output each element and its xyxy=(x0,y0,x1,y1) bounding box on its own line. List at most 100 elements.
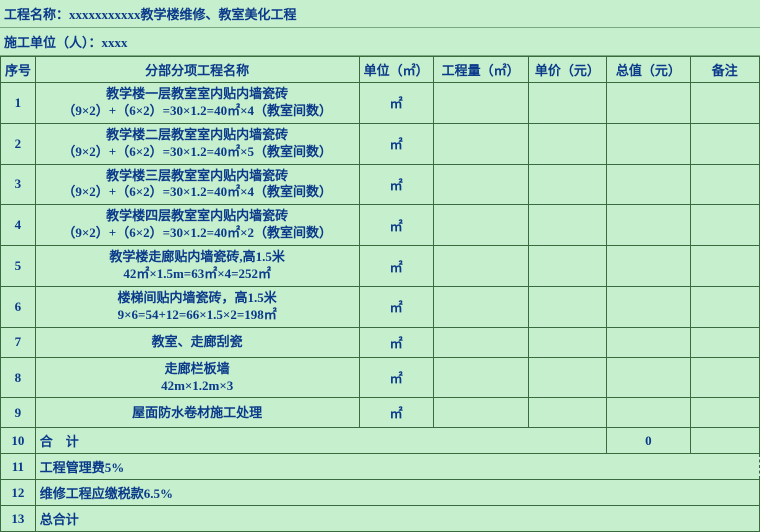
cell-qty xyxy=(433,357,528,398)
cell-idx: 7 xyxy=(1,327,36,357)
cell-unit: ㎡ xyxy=(359,357,433,398)
cell-idx: 1 xyxy=(1,83,36,124)
cell-idx: 6 xyxy=(1,286,36,327)
cell-unit: ㎡ xyxy=(359,83,433,124)
cell-remark xyxy=(690,164,759,205)
cell-remark xyxy=(690,83,759,124)
cell-idx: 8 xyxy=(1,357,36,398)
table-row: 5教学楼走廊贴内墙瓷砖,高1.5米42㎡×1.5m=63㎡×4=252㎡㎡ xyxy=(1,246,760,287)
cell-unit: ㎡ xyxy=(359,123,433,164)
cell-remark xyxy=(690,246,759,287)
cell-qty xyxy=(433,246,528,287)
cell-qty xyxy=(433,327,528,357)
cell-name: 教学楼二层教室室内贴内墙瓷砖（9×2）+（6×2）=30×1.2=40㎡×5（教… xyxy=(35,123,359,164)
col-price: 单价（元） xyxy=(528,57,607,83)
cell-name: 教学楼三层教室室内贴内墙瓷砖（9×2）+（6×2）=30×1.2=40㎡×4（教… xyxy=(35,164,359,205)
table-row: 2教学楼二层教室室内贴内墙瓷砖（9×2）+（6×2）=30×1.2=40㎡×5（… xyxy=(1,123,760,164)
cell-total xyxy=(607,164,690,205)
cell-price xyxy=(528,123,607,164)
cell-label: 工程管理费5% xyxy=(35,454,759,480)
cell-price xyxy=(528,246,607,287)
cell-name: 教室、走廊刮瓷 xyxy=(35,327,359,357)
cell-price xyxy=(528,205,607,246)
col-qty: 工程量（㎡） xyxy=(433,57,528,83)
cell-idx: 5 xyxy=(1,246,36,287)
row-grandtotal: 13 总合计 xyxy=(1,506,760,532)
spreadsheet-sheet: 工程名称：xxxxxxxxxxx教学楼维修、教室美化工程 施工单位（人）：xxx… xyxy=(0,0,760,532)
cell-remark xyxy=(690,205,759,246)
cell-remark xyxy=(690,398,759,428)
cell-price xyxy=(528,164,607,205)
cell-unit: ㎡ xyxy=(359,205,433,246)
org-row: 施工单位（人）：xxxx xyxy=(0,28,760,56)
cell-total xyxy=(607,357,690,398)
table-row: 8走廊栏板墙42m×1.2m×3㎡ xyxy=(1,357,760,398)
cell-idx: 9 xyxy=(1,398,36,428)
table-row: 9屋面防水卷材施工处理㎡ xyxy=(1,398,760,428)
cell-qty xyxy=(433,164,528,205)
cell-label: 合 计 xyxy=(35,428,607,454)
row-mgmt-fee: 11 工程管理费5% xyxy=(1,454,760,480)
budget-table: 序号 分部分项工程名称 单位（㎡） 工程量（㎡） 单价（元） 总值（元） 备注 … xyxy=(0,56,760,532)
cell-name: 教学楼走廊贴内墙瓷砖,高1.5米42㎡×1.5m=63㎡×4=252㎡ xyxy=(35,246,359,287)
cell-total xyxy=(607,83,690,124)
cell-remark xyxy=(690,286,759,327)
cell-unit: ㎡ xyxy=(359,286,433,327)
table-row: 7教室、走廊刮瓷㎡ xyxy=(1,327,760,357)
cell-qty xyxy=(433,205,528,246)
cell-remark xyxy=(690,327,759,357)
cell-price xyxy=(528,327,607,357)
cell-idx: 2 xyxy=(1,123,36,164)
cell-total xyxy=(607,286,690,327)
cell-idx: 11 xyxy=(1,454,36,480)
cell-unit: ㎡ xyxy=(359,327,433,357)
cell-total xyxy=(607,246,690,287)
cell-total xyxy=(607,205,690,246)
cell-qty xyxy=(433,83,528,124)
table-summary: 10 合 计 0 11 工程管理费5% 12 维修工程应缴税款6.5% 13 总… xyxy=(1,428,760,532)
col-total: 总值（元） xyxy=(607,57,690,83)
table-row: 1教学楼一层教室室内贴内墙瓷砖（9×2）+（6×2）=30×1.2=40㎡×4（… xyxy=(1,83,760,124)
cell-name: 教学楼一层教室室内贴内墙瓷砖（9×2）+（6×2）=30×1.2=40㎡×4（教… xyxy=(35,83,359,124)
col-name: 分部分项工程名称 xyxy=(35,57,359,83)
col-remark: 备注 xyxy=(690,57,759,83)
cell-qty xyxy=(433,123,528,164)
cell-price xyxy=(528,286,607,327)
row-subtotal: 10 合 计 0 xyxy=(1,428,760,454)
cell-remark xyxy=(690,428,759,454)
cell-name: 屋面防水卷材施工处理 xyxy=(35,398,359,428)
cell-idx: 4 xyxy=(1,205,36,246)
cell-price xyxy=(528,357,607,398)
cell-name: 楼梯间贴内墙瓷砖，高1.5米9×6=54+12=66×1.5×2=198㎡ xyxy=(35,286,359,327)
table-row: 6楼梯间贴内墙瓷砖，高1.5米9×6=54+12=66×1.5×2=198㎡㎡ xyxy=(1,286,760,327)
row-tax: 12 维修工程应缴税款6.5% xyxy=(1,480,760,506)
cell-total xyxy=(607,327,690,357)
cell-qty xyxy=(433,398,528,428)
cell-idx: 3 xyxy=(1,164,36,205)
cell-idx: 12 xyxy=(1,480,36,506)
cell-label: 总合计 xyxy=(35,506,759,532)
cell-total xyxy=(607,398,690,428)
cell-total: 0 xyxy=(607,428,690,454)
cell-remark xyxy=(690,123,759,164)
cell-idx: 10 xyxy=(1,428,36,454)
table-header-row: 序号 分部分项工程名称 单位（㎡） 工程量（㎡） 单价（元） 总值（元） 备注 xyxy=(1,57,760,83)
cell-qty xyxy=(433,286,528,327)
cell-name: 走廊栏板墙42m×1.2m×3 xyxy=(35,357,359,398)
table-row: 3教学楼三层教室室内贴内墙瓷砖（9×2）+（6×2）=30×1.2=40㎡×4（… xyxy=(1,164,760,205)
cell-remark xyxy=(690,357,759,398)
cell-name: 教学楼四层教室室内贴内墙瓷砖（9×2）+（6×2）=30×1.2=40㎡×2（教… xyxy=(35,205,359,246)
cell-label: 维修工程应缴税款6.5% xyxy=(35,480,759,506)
col-unit: 单位（㎡） xyxy=(359,57,433,83)
col-idx: 序号 xyxy=(1,57,36,83)
table-body: 1教学楼一层教室室内贴内墙瓷砖（9×2）+（6×2）=30×1.2=40㎡×4（… xyxy=(1,83,760,428)
cell-unit: ㎡ xyxy=(359,246,433,287)
cell-total xyxy=(607,123,690,164)
cell-unit: ㎡ xyxy=(359,398,433,428)
table-row: 4教学楼四层教室室内贴内墙瓷砖（9×2）+（6×2）=30×1.2=40㎡×2（… xyxy=(1,205,760,246)
cell-price xyxy=(528,398,607,428)
cell-unit: ㎡ xyxy=(359,164,433,205)
project-name-row: 工程名称：xxxxxxxxxxx教学楼维修、教室美化工程 xyxy=(0,0,760,28)
cell-price xyxy=(528,83,607,124)
cell-idx: 13 xyxy=(1,506,36,532)
